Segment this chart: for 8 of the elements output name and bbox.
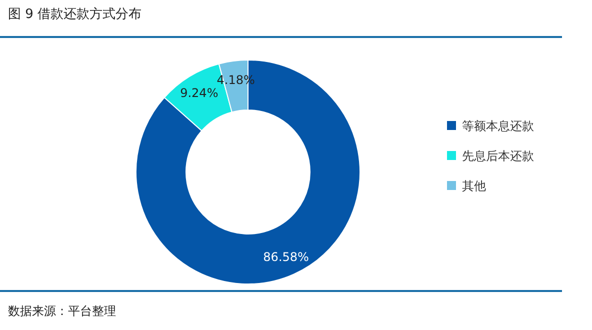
- legend-label: 等额本息还款: [462, 119, 534, 133]
- donut-slice: [136, 60, 360, 284]
- chart-title: 图 9 借款还款方式分布: [8, 6, 142, 22]
- data-label: 9.24%: [180, 86, 218, 100]
- data-label: 86.58%: [263, 250, 309, 264]
- legend-label: 先息后本还款: [462, 149, 534, 163]
- legend-label: 其他: [462, 179, 486, 193]
- source-note: 数据来源：平台整理: [8, 304, 116, 318]
